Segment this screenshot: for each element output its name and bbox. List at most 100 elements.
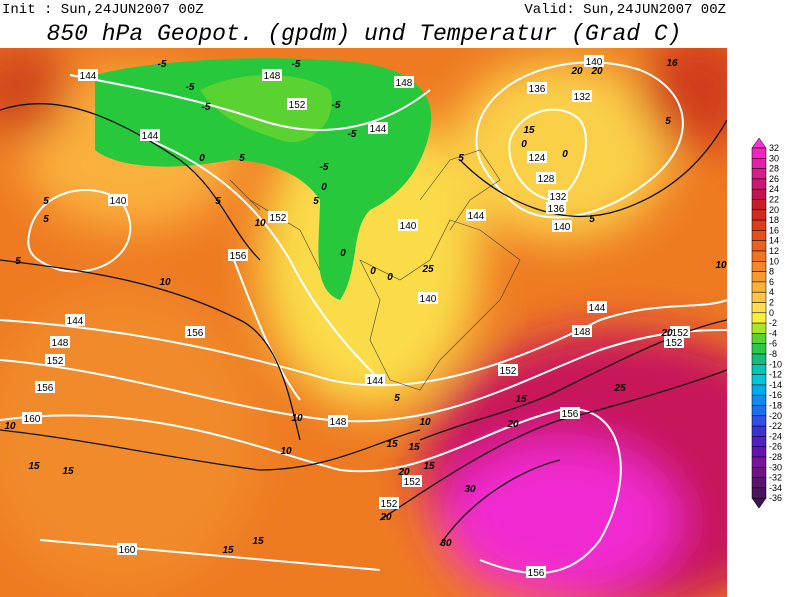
- colorbar-cell: [751, 343, 767, 355]
- geopotential-label: 152: [404, 477, 421, 488]
- colorbar-cell: [751, 230, 767, 241]
- colorbar-label: -16: [769, 390, 782, 400]
- colorbar-label: -18: [769, 401, 782, 411]
- label-box: [379, 497, 399, 509]
- label-box: [536, 172, 556, 184]
- geopotential-label: 156: [528, 568, 545, 579]
- label-box: [35, 381, 55, 393]
- colorbar-label: -28: [769, 452, 782, 462]
- label-box: [552, 220, 572, 232]
- geopotential-label: 152: [666, 338, 683, 349]
- colorbar-label: 26: [769, 174, 779, 184]
- temperature-label: 30: [464, 484, 476, 495]
- geopotential-label: 148: [396, 78, 413, 89]
- colorbar-label: 10: [769, 256, 779, 266]
- label-box: [45, 354, 65, 366]
- geopotential-label: 148: [574, 327, 591, 338]
- temperature-label: 20: [379, 512, 392, 523]
- geopotential-label: 132: [574, 92, 591, 103]
- colorbar-cell: [751, 353, 767, 365]
- label-box: [670, 326, 690, 338]
- label-box: [498, 364, 518, 376]
- temperature-label: 10: [291, 413, 303, 424]
- colorbar-label: -36: [769, 493, 782, 503]
- colorbar-label: -34: [769, 483, 782, 493]
- label-box: [466, 209, 486, 221]
- temperature-label: 10: [159, 277, 171, 288]
- geopotential-label: 148: [52, 338, 69, 349]
- colorbar-cell: [751, 312, 767, 324]
- temperature-label: -5: [158, 59, 167, 70]
- label-box: [560, 407, 580, 419]
- temperature-label: 10: [715, 260, 727, 271]
- geopotential-label: 136: [529, 84, 546, 95]
- temperature-label: 15: [386, 439, 398, 450]
- colorbar-cell: [751, 219, 767, 231]
- colorbar-label: 20: [769, 205, 779, 215]
- label-box: [527, 151, 547, 163]
- label-box: [584, 55, 604, 67]
- colorbar-cell: [751, 374, 767, 386]
- geopotential-label: 144: [367, 376, 384, 387]
- colorbar-label: 14: [769, 236, 779, 246]
- temperature-label: 5: [665, 116, 671, 127]
- temperature-label: 0: [370, 266, 376, 277]
- temperature-label: 20: [660, 328, 673, 339]
- colorbar-label: -24: [769, 431, 782, 441]
- temperature-label: 0: [562, 149, 568, 160]
- temperature-label: 0: [199, 153, 205, 164]
- label-box: [526, 566, 546, 578]
- temperature-label: 20: [590, 66, 603, 77]
- colorbar-label: -10: [769, 359, 782, 369]
- label-box: [402, 475, 422, 487]
- colorbar-cell: [751, 158, 767, 169]
- colorbar-cell: [751, 446, 767, 458]
- temperature-label: 0: [340, 248, 346, 259]
- geopotential-label: 144: [142, 131, 159, 142]
- colorbar-label: -30: [769, 462, 782, 472]
- colorbar-cell: [751, 147, 767, 159]
- colorbar-label: -6: [769, 339, 777, 349]
- temperature-label: 16: [666, 58, 678, 69]
- label-box: [65, 314, 85, 326]
- label-box: [398, 219, 418, 231]
- colorbar-arrow: [751, 137, 767, 149]
- temperature-label: 15: [408, 442, 420, 453]
- temperature-label: 15: [62, 466, 74, 477]
- geopotential-label: 128: [538, 174, 555, 185]
- label-box: [117, 543, 137, 555]
- geopotential-label: 140: [554, 222, 571, 233]
- geopotential-label: 144: [468, 211, 485, 222]
- colorbar-label: -20: [769, 411, 782, 421]
- temperature-label: 10: [280, 446, 292, 457]
- colorbar-cell: [751, 487, 767, 499]
- geopotential-label: 152: [47, 356, 64, 367]
- geopotential-label: 152: [381, 499, 398, 510]
- temperature-label: -5: [348, 129, 357, 140]
- geopotential-label: 144: [67, 316, 84, 327]
- geopotential-label: 152: [672, 328, 689, 339]
- temperature-label: -5: [332, 100, 341, 111]
- colorbar-label: -8: [769, 349, 777, 359]
- label-box: [664, 336, 684, 348]
- temperature-label: 5: [43, 214, 49, 225]
- label-box: [50, 336, 70, 348]
- label-box: [78, 69, 98, 81]
- geopotential-label: 148: [330, 417, 347, 428]
- label-box: [587, 301, 607, 313]
- colorbar-label: 22: [769, 195, 779, 205]
- temperature-label: -5: [320, 162, 329, 173]
- colorbar-cell: [751, 302, 767, 314]
- temperature-label: 10: [4, 421, 16, 432]
- colorbar-cell: [751, 240, 767, 252]
- geopotential-label: 140: [110, 196, 127, 207]
- colorbar-cell: [751, 291, 767, 303]
- label-box: [572, 90, 592, 102]
- colorbar-cell: [751, 384, 767, 396]
- colorbar-label: 0: [769, 308, 774, 318]
- colorbar-label: 6: [769, 277, 774, 287]
- label-box: [108, 194, 128, 206]
- geopotential-label: 160: [24, 414, 41, 425]
- temperature-label: 5: [239, 153, 245, 164]
- colorbar-cell: [751, 415, 767, 427]
